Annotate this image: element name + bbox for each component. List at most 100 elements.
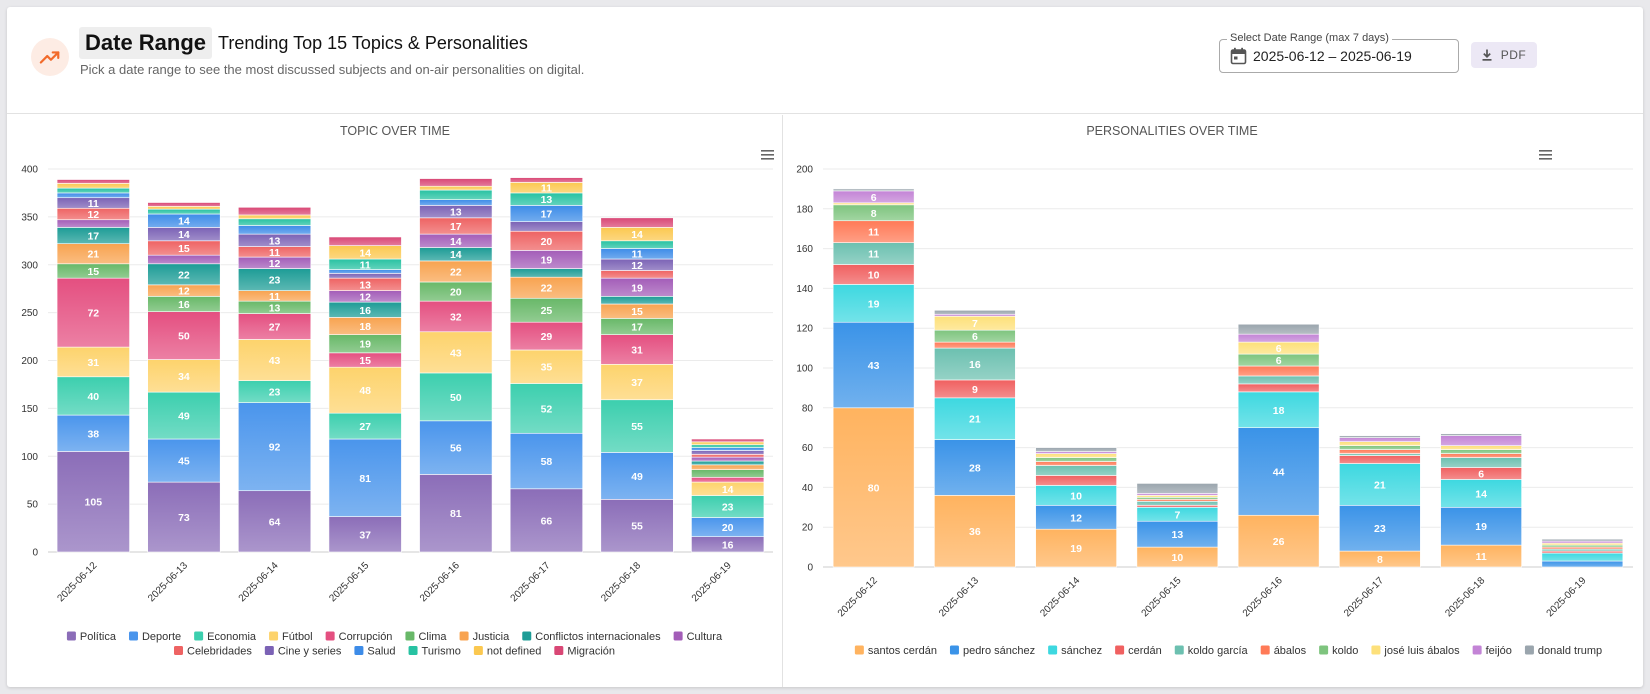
bar-segment[interactable]: Clima: 8 <box>691 469 765 478</box>
bar-segment[interactable]: feijóo: 4 <box>1237 333 1320 343</box>
bar-segment[interactable]: Política: 55 <box>600 499 674 553</box>
bar-segment[interactable]: Política: 105 <box>56 451 130 553</box>
pdf-button[interactable]: PDF <box>1471 42 1537 68</box>
bar-segment[interactable]: Migración: 4 <box>147 202 221 207</box>
bar-segment[interactable]: pedro sánchez: 19 <box>1440 506 1522 546</box>
bar-segment[interactable]: Deporte: 56 <box>419 420 493 475</box>
bar-segment[interactable]: Migración: 4 <box>56 179 130 184</box>
bar-segment[interactable]: Turismo: 7 <box>238 218 312 226</box>
hamburger-menu-icon[interactable] <box>1537 146 1555 160</box>
legend-item[interactable]: Migración <box>554 646 615 658</box>
bar-segment[interactable]: pedro sánchez: 13 <box>1136 520 1219 548</box>
bar-segment[interactable]: ábalos: 2 <box>1035 461 1117 466</box>
bar-segment[interactable]: Política: 73 <box>147 481 221 553</box>
bar-segment[interactable]: Cultura: 9 <box>147 254 221 265</box>
bar-segment[interactable]: not defined: 3 <box>691 441 765 446</box>
date-range-value[interactable]: 2025-06-12 – 2025-06-19 <box>1253 48 1412 64</box>
legend-item[interactable]: Justicia <box>459 631 511 643</box>
bar-segment[interactable]: sánchez: 21 <box>1339 463 1421 506</box>
bar-segment[interactable]: Migración: 8 <box>238 207 312 216</box>
legend-item[interactable]: koldo garcía <box>1174 645 1249 657</box>
bar-segment[interactable]: Turismo: 5 <box>56 187 130 194</box>
bar-segment[interactable]: not defined: 5 <box>56 183 130 189</box>
bar-segment[interactable]: Conflictos internacionales: 8 <box>600 296 674 305</box>
bar-segment[interactable]: sánchez: 21 <box>934 397 1016 440</box>
bar-segment[interactable]: Turismo: 3 <box>691 444 765 448</box>
bar-segment[interactable]: Cine y series: 5 <box>328 273 402 279</box>
hamburger-menu-icon[interactable] <box>759 146 777 160</box>
legend-item[interactable]: Fútbol <box>269 631 313 643</box>
legend-item[interactable]: Salud <box>354 646 396 658</box>
bar-segment[interactable]: not defined: 4 <box>238 214 312 220</box>
bar-segment[interactable]: Turismo: 10 <box>419 189 493 200</box>
bar-segment[interactable]: pedro sánchez: 3 <box>1541 560 1624 568</box>
bar-segment[interactable]: donald trump: 1 <box>1541 538 1624 542</box>
bar-segment[interactable]: Fútbol: 43 <box>238 339 312 381</box>
legend-item[interactable]: santos cerdán <box>854 645 937 657</box>
bar-segment[interactable]: Turismo: 5 <box>147 208 221 215</box>
bar-segment[interactable]: Cine y series: 10 <box>509 221 583 232</box>
bar-segment[interactable]: Conflictos internacionales: 4 <box>691 460 765 466</box>
legend-item[interactable]: Clima <box>405 631 447 643</box>
bar-segment[interactable]: Fútbol: 35 <box>509 349 583 384</box>
bar-segment[interactable]: Celebridades: 3 <box>691 454 765 458</box>
bar-segment[interactable]: Economia: 55 <box>600 399 674 453</box>
bar-segment[interactable]: Salud: 5 <box>56 192 130 199</box>
legend-item[interactable]: feijóo <box>1472 645 1512 657</box>
bar-segment[interactable]: feijóo: 2 <box>1339 437 1421 442</box>
bar-segment[interactable]: Economia: 50 <box>419 372 493 422</box>
legend-item[interactable]: Conflictos internacionales <box>522 631 661 643</box>
legend-item[interactable]: donald trump <box>1524 645 1602 657</box>
bar-segment[interactable]: Corrupción: 29 <box>509 321 583 351</box>
bar-segment[interactable]: Deporte: 81 <box>328 438 402 517</box>
bar-segment[interactable]: sánchez: 4 <box>1541 552 1624 562</box>
bar-segment[interactable]: Migración: 5 <box>509 177 583 183</box>
bar-segment[interactable]: Corrupción: 27 <box>238 313 312 340</box>
bar-segment[interactable]: ábalos: 2 <box>1440 453 1522 458</box>
bar-segment[interactable]: donald trump: 1 <box>832 188 915 192</box>
bar-segment[interactable]: ábalos: 2 <box>1339 449 1421 454</box>
legend-item[interactable]: Política <box>66 631 117 643</box>
bar-segment[interactable]: donald trump: 1 <box>1339 435 1421 438</box>
legend-item[interactable]: Cultura <box>673 631 723 643</box>
bar-segment[interactable]: sánchez: 14 <box>1440 479 1522 508</box>
bar-segment[interactable]: Fútbol: 48 <box>328 366 402 414</box>
bar-segment[interactable]: Salud: 3 <box>691 447 765 451</box>
bar-segment[interactable]: Turismo: 8 <box>600 240 674 249</box>
bar-segment[interactable]: koldo garcía: 5 <box>1440 457 1522 468</box>
bar-segment[interactable]: Migración: 9 <box>328 236 402 246</box>
legend-item[interactable]: cerdán <box>1115 645 1162 657</box>
bar-segment[interactable]: Cultura: 4 <box>691 456 765 462</box>
bar-segment[interactable]: pedro sánchez: 43 <box>832 321 915 409</box>
bar-segment[interactable]: Economia: 52 <box>509 383 583 434</box>
bar-segment[interactable]: koldo garcía: 4 <box>1237 375 1320 385</box>
bar-segment[interactable]: Economia: 49 <box>147 391 221 440</box>
legend-item[interactable]: ábalos <box>1260 645 1307 657</box>
bar-segment[interactable]: koldo garcía: 5 <box>1035 465 1117 476</box>
legend-item[interactable]: pedro sánchez <box>949 645 1035 657</box>
bar-segment[interactable]: santos cerdán: 19 <box>1035 528 1117 568</box>
bar-segment[interactable]: donald trump: 5 <box>1136 483 1219 494</box>
bar-segment[interactable]: not defined: 4 <box>419 185 493 191</box>
bar-segment[interactable]: Corrupción: 50 <box>147 311 221 360</box>
bar-segment[interactable]: josé luis ábalos: 2 <box>1440 445 1522 450</box>
bar-segment[interactable]: Deporte: 49 <box>600 452 674 500</box>
bar-segment[interactable]: Política: 81 <box>419 474 493 553</box>
bar-segment[interactable]: pedro sánchez: 28 <box>934 439 1016 496</box>
bar-segment[interactable]: cerdán: 4 <box>1237 383 1320 393</box>
legend-item[interactable]: Cine y series <box>264 646 342 658</box>
bar-segment[interactable]: cerdán: 5 <box>1035 475 1117 486</box>
bar-segment[interactable]: Cine y series: 4 <box>691 450 765 455</box>
bar-segment[interactable]: Corrupción: 31 <box>600 334 674 365</box>
bar-segment[interactable]: koldo: 2 <box>1035 457 1117 462</box>
bar-segment[interactable]: Fútbol: 31 <box>56 346 130 378</box>
legend-item[interactable]: not defined <box>473 646 541 658</box>
legend-item[interactable]: Corrupción <box>325 631 393 643</box>
bar-segment[interactable]: santos cerdán: 26 <box>1237 514 1320 568</box>
bar-segment[interactable]: Migración: 10 <box>600 217 674 228</box>
bar-segment[interactable]: Migración: 8 <box>419 178 493 187</box>
bar-segment[interactable]: Deporte: 45 <box>147 438 221 483</box>
bar-segment[interactable]: Deporte: 92 <box>238 402 312 492</box>
bar-segment[interactable]: Migración: 3 <box>691 438 765 443</box>
legend-item[interactable]: sánchez <box>1048 645 1102 657</box>
